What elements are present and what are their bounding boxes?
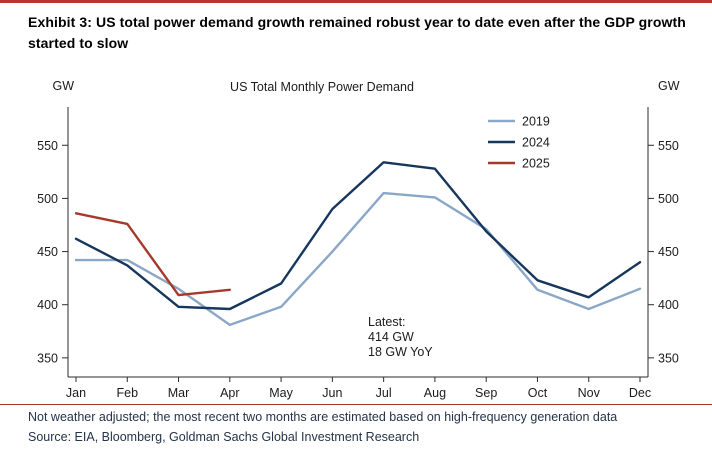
footnote-text: Not weather adjusted; the most recent tw… [28,410,618,424]
x-tick-label: Apr [220,386,239,400]
power-demand-chart: 350 350 400 400 450 450 500 500 550 550 Jan Feb Mar A… [0,62,712,402]
source-text: Source: EIA, Bloomberg, Goldman Sachs Gl… [28,430,420,444]
y-tick-label-right: 450 [658,245,679,259]
chart-annotation-line: Latest: [368,315,406,329]
chart-title: US Total Monthly Power Demand [230,80,414,94]
x-tick-label: May [269,386,293,400]
legend-label-2025: 2025 [522,157,550,171]
y-tick-label-left: 450 [37,245,58,259]
x-tick-label: Jul [376,386,392,400]
unit-label-left: GW [52,79,74,93]
x-tick-label: Sep [475,386,497,400]
x-tick-label: Aug [424,386,446,400]
x-tick-label: Mar [168,386,190,400]
x-tick-label: Dec [629,386,651,400]
y-tick-label-left: 350 [37,351,58,365]
chart-canvas: 350 350 400 400 450 450 500 500 550 550 Jan Feb Mar A… [37,79,680,400]
chart-annotation-line: 18 GW YoY [368,345,433,359]
x-tick-label: Jun [322,386,342,400]
y-tick-label-right: 400 [658,298,679,312]
y-tick-label-right: 500 [658,192,679,206]
legend-label-2024: 2024 [522,136,550,150]
x-tick-label: Feb [116,386,138,400]
legend-label-2019: 2019 [522,115,550,129]
footnote-divider [0,404,712,405]
series-line-2024 [74,161,642,311]
exhibit-title: Exhibit 3: US total power demand growth … [28,14,686,51]
y-tick-label-left: 500 [37,192,58,206]
y-tick-label-left: 400 [37,298,58,312]
chart-annotation-line: 414 GW [368,330,414,344]
y-tick-label-right: 550 [658,139,679,153]
series-line-2019 [74,191,642,327]
y-tick-label-right: 350 [658,351,679,365]
x-tick-label: Oct [528,386,548,400]
series-line-2025 [74,212,232,297]
top-accent-rule [0,0,712,3]
unit-label-right: GW [658,79,680,93]
x-tick-label: Jan [66,386,86,400]
x-tick-label: Nov [578,386,601,400]
y-tick-label-left: 550 [37,139,58,153]
